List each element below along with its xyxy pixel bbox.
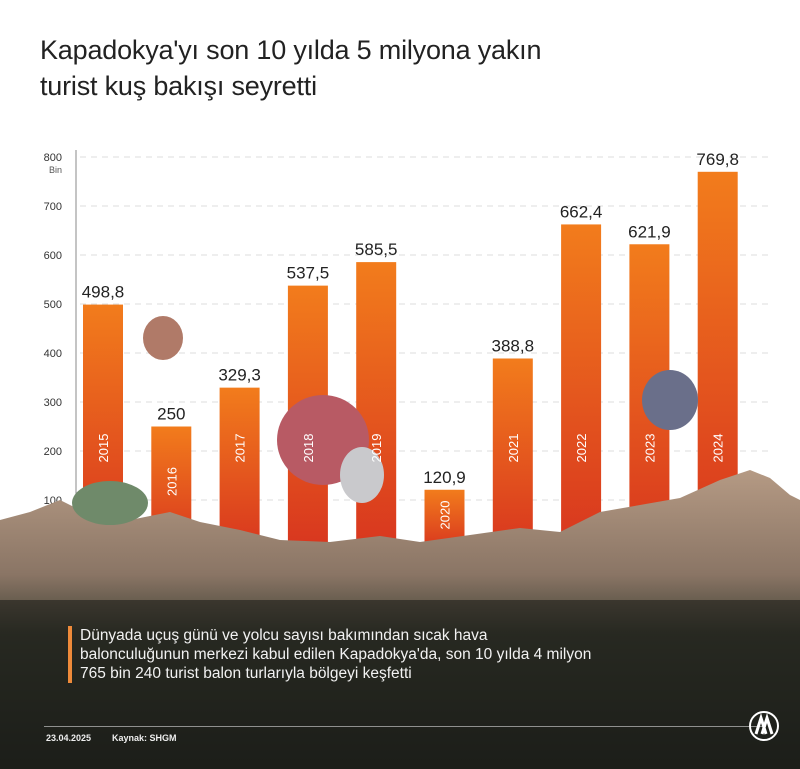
footer-divider <box>44 726 766 727</box>
aa-logo <box>749 711 779 741</box>
landscape <box>0 316 800 769</box>
value-label: 621,9 <box>628 222 671 241</box>
value-label: 585,5 <box>355 240 398 259</box>
balloon-image <box>642 370 698 430</box>
category-label: 2017 <box>233 434 248 463</box>
value-label: 537,5 <box>287 264 330 283</box>
y-tick-label: 200 <box>44 446 62 458</box>
bar-2017 <box>219 387 260 549</box>
y-unit-label: Bin <box>49 165 62 175</box>
category-label: 2018 <box>301 434 316 463</box>
y-tick-label: 300 <box>44 397 62 409</box>
y-tick-label: 700 <box>44 201 62 213</box>
date: 23.04.2025 <box>46 733 92 743</box>
category-label: 2015 <box>96 434 111 463</box>
category-label: 2020 <box>438 501 453 530</box>
value-label: 250 <box>157 405 185 424</box>
balloon-image <box>143 316 183 360</box>
title-line-1: Kapadokya'yı son 10 yılda 5 milyona yakı… <box>40 35 542 65</box>
y-tick-label: 400 <box>44 348 62 360</box>
value-label: 388,8 <box>492 336 535 355</box>
value-label: 120,9 <box>423 468 466 487</box>
value-label: 498,8 <box>82 283 125 302</box>
category-label: 2024 <box>711 434 726 463</box>
balloon-image <box>340 447 384 503</box>
y-tick-label: 800 <box>44 152 62 164</box>
page-title: Kapadokya'yı son 10 yılda 5 milyona yakı… <box>40 32 541 104</box>
category-label: 2019 <box>369 434 384 463</box>
info-note: Dünyada uçuş günü ve yolcu sayısı bakımı… <box>68 626 600 683</box>
bar-2019 <box>356 262 397 549</box>
category-label: 2021 <box>506 434 521 463</box>
value-label: 329,3 <box>218 366 261 385</box>
y-tick-label: 500 <box>44 299 62 311</box>
y-tick-label: 600 <box>44 250 62 262</box>
value-label: 662,4 <box>560 202 603 221</box>
category-label: 2023 <box>642 434 657 463</box>
category-label: 2022 <box>574 434 589 463</box>
title-line-2: turist kuş bakışı seyretti <box>40 71 317 101</box>
category-label: 2016 <box>164 467 179 496</box>
value-label: 769,8 <box>696 150 739 169</box>
bar-2022 <box>561 224 602 549</box>
source: Kaynak: SHGM <box>112 733 177 743</box>
bar-2021 <box>492 358 533 549</box>
balloon-image <box>72 481 148 525</box>
